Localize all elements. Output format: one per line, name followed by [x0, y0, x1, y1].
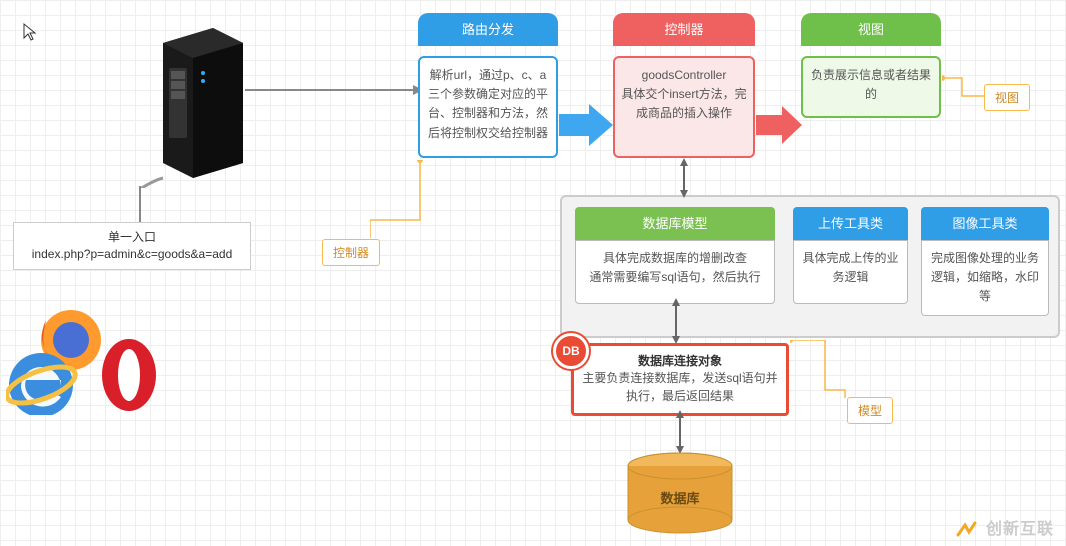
watermark: 创新互联: [955, 515, 1054, 540]
image-tool-body: 完成图像处理的业务逻辑，如缩略，水印等: [921, 240, 1049, 316]
controller-tag: 控制器: [322, 239, 380, 266]
database-cylinder: 数据库: [625, 452, 735, 534]
db-model-header: 数据库模型: [575, 207, 775, 240]
image-tool-box: 图像工具类 完成图像处理的业务逻辑，如缩略，水印等: [921, 207, 1049, 316]
view-header: 视图: [801, 13, 941, 46]
router-body: 解析url，通过p、c、a三个参数确定对应的平台、控制器和方法，然后将控制权交给…: [418, 56, 558, 158]
controller-header: 控制器: [613, 13, 755, 46]
view-body: 负责展示信息或者结果的: [801, 56, 941, 118]
db-connection-box: 数据库连接对象 主要负责连接数据库，发送sql语句并执行，最后返回结果: [571, 343, 789, 416]
image-tool-header: 图像工具类: [921, 207, 1049, 240]
db-model-body: 具体完成数据库的增删改查 通常需要编写sql语句，然后执行: [575, 240, 775, 304]
router-header: 路由分发: [418, 13, 558, 46]
db-model-box: 数据库模型 具体完成数据库的增删改查 通常需要编写sql语句，然后执行: [575, 207, 775, 304]
db-badge: DB: [553, 333, 589, 369]
entry-url: index.php?p=admin&c=goods&a=add: [22, 246, 242, 263]
connector-dbconn-db: [672, 410, 688, 454]
upload-tool-header: 上传工具类: [793, 207, 908, 240]
arrow-router-controller: [559, 100, 615, 150]
view-column: 视图 负责展示信息或者结果的: [801, 13, 941, 118]
upload-tool-box: 上传工具类 具体完成上传的业务逻辑: [793, 207, 908, 304]
router-column: 路由分发 解析url，通过p、c、a三个参数确定对应的平台、控制器和方法，然后将…: [418, 13, 558, 158]
upload-tool-body: 具体完成上传的业务逻辑: [793, 240, 908, 304]
entry-title: 单一入口: [22, 229, 242, 246]
tag-conn-controller: [370, 160, 430, 240]
controller-body: goodsController 具体交个insert方法，完成商品的插入操作: [613, 56, 755, 158]
watermark-text: 创新互联: [986, 521, 1054, 538]
controller-column: 控制器 goodsController 具体交个insert方法，完成商品的插入…: [613, 13, 755, 158]
cursor-icon: [22, 22, 38, 42]
db-conn-title: 数据库连接对象: [582, 352, 778, 369]
connector-model-dbconn: [668, 298, 684, 344]
arrow-controller-view: [756, 102, 804, 148]
view-tag: 视图: [984, 84, 1030, 111]
connector-entry-server: [130, 186, 150, 224]
browser-logos: [6, 305, 161, 415]
entry-url-box: 单一入口 index.php?p=admin&c=goods&a=add: [13, 222, 251, 270]
database-label: 数据库: [625, 488, 735, 507]
model-tag: 模型: [847, 397, 893, 424]
connector-controller-model: [676, 158, 692, 198]
tag-conn-model: [790, 340, 850, 410]
server-image: [133, 23, 253, 188]
db-conn-body: 主要负责连接数据库，发送sql语句并执行，最后返回结果: [582, 369, 778, 405]
connector-server-router: [245, 80, 425, 100]
tag-conn-view: [942, 54, 987, 98]
